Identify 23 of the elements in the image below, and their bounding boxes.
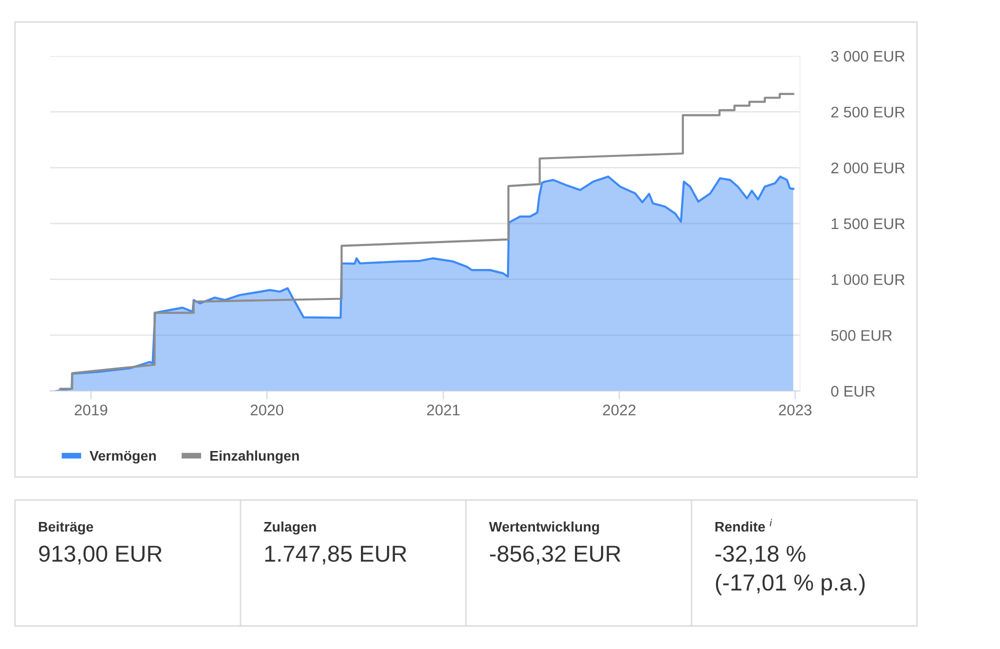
legend-label: Einzahlungen xyxy=(210,450,299,464)
x-tick-label: 2022 xyxy=(603,404,636,416)
y-tick-label: 0 EUR xyxy=(831,386,875,397)
y-tick-label: 1 000 EUR xyxy=(832,274,905,286)
y-tick-label: 1 500 EUR xyxy=(832,218,905,230)
x-tick-label: 2019 xyxy=(74,404,108,416)
text: 1.747,85 EUR xyxy=(265,546,406,565)
y-tick-label: 3 000 EUR xyxy=(831,50,905,62)
text: -856,32 EUR xyxy=(490,546,620,565)
y-tick-label: 2 000 EUR xyxy=(831,162,905,174)
y-tick-label: 500 EUR xyxy=(831,330,892,341)
x-tick-label: 2023 xyxy=(778,404,812,416)
text: 913,00 EUR xyxy=(39,546,162,565)
text: Zulagen xyxy=(264,521,316,535)
x-tick-label: 2020 xyxy=(250,404,284,416)
legend-label: Vermögen xyxy=(90,450,156,464)
text: Beiträge xyxy=(38,521,94,535)
y-tick-label: 2 500 EUR xyxy=(831,106,905,118)
x-tick-label: 2021 xyxy=(427,404,460,416)
line-series xyxy=(55,92,794,391)
text: Wertentwicklung xyxy=(489,521,599,535)
text: Rendite $^{i}$ xyxy=(715,518,772,532)
text: -32,18 % (-17,01 % p.a.) xyxy=(716,546,865,596)
